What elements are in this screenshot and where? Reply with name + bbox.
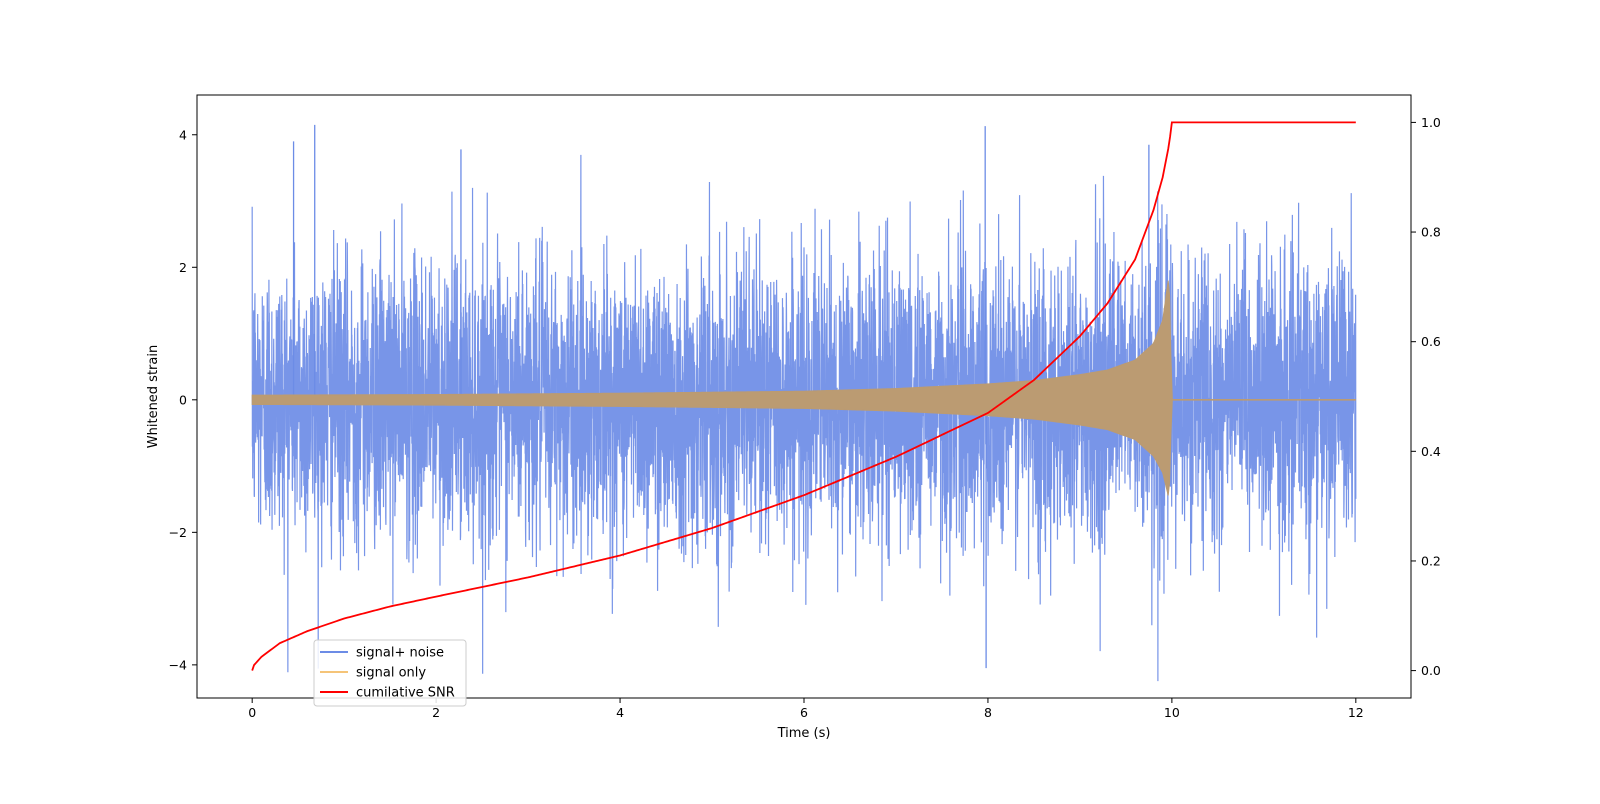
x-tick-label: 6 [800,705,808,720]
series-line-cumulative-snr [251,121,1356,671]
legend-label: cumilative SNR [356,686,455,701]
x-axis-label: Time (s) [777,726,831,741]
y2-tick-label: 0.4 [1421,444,1441,459]
legend: signal+ noise signal only cumilative SNR [313,639,467,707]
x-tick-label: 12 [1348,705,1364,720]
legend-label: signal only [356,666,426,681]
y-axis-label: Whitened strain [146,345,161,448]
x-tick-label: 10 [1164,705,1180,720]
y2-tick-label: 0.6 [1421,334,1441,349]
y-tick-label: 2 [179,260,187,275]
y2-tick-label: 0.2 [1421,553,1441,568]
series-signal-only [251,280,1356,496]
y-tick-label: −2 [169,525,187,540]
x-tick-label: 8 [984,705,992,720]
y-tick-label: 0 [179,392,187,407]
x-tick-label: 0 [248,705,256,720]
y2-tick-label: 0.0 [1421,663,1441,678]
series-line-signal-noise [251,154,1357,682]
y-tick-label: −4 [169,657,187,672]
x-tick-label: 4 [616,705,624,720]
y-tick-label: 4 [179,127,187,142]
series-cumulative-snr [251,121,1356,671]
x-tick-label: 2 [432,705,440,720]
y2-tick-label: 1.0 [1421,115,1441,130]
y-axis-right: 0.0 0.2 0.4 0.6 0.8 1.0 [1411,115,1441,678]
legend-box [313,639,467,707]
legend-label: signal+ noise [356,646,444,661]
y-axis-left: −4 −2 0 2 4 [169,127,197,672]
y2-tick-label: 0.8 [1421,225,1441,240]
